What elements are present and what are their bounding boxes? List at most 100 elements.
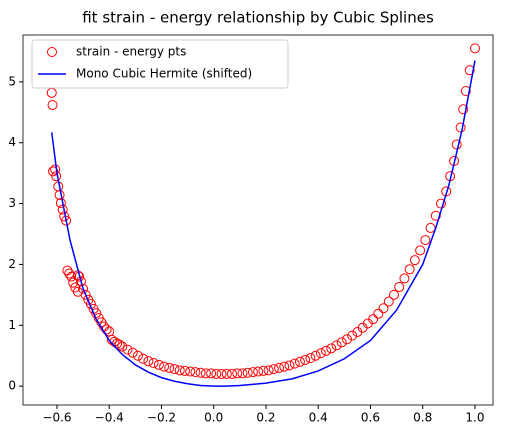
data-point	[368, 314, 379, 325]
chart-title: fit strain - energy relationship by Cubi…	[82, 9, 434, 27]
y-tick-label: 0	[8, 379, 16, 393]
data-point	[274, 362, 285, 373]
data-point	[164, 362, 175, 373]
data-point	[258, 365, 269, 376]
x-tick-label: 0.8	[413, 411, 432, 425]
data-point	[117, 341, 128, 352]
data-point	[289, 358, 300, 369]
data-point	[169, 364, 180, 375]
data-point	[211, 368, 222, 379]
data-point	[68, 277, 79, 288]
y-tick-label: 2	[8, 257, 16, 271]
data-point	[159, 361, 170, 372]
data-point	[464, 65, 475, 76]
legend-label: Mono Cubic Hermite (shifted)	[76, 67, 252, 81]
data-point	[331, 340, 342, 351]
y-tick-label: 3	[8, 196, 16, 210]
data-point	[200, 368, 211, 379]
legend-box	[31, 39, 289, 89]
data-point	[78, 283, 89, 294]
data-point	[455, 122, 466, 133]
data-point	[458, 104, 469, 115]
data-point	[451, 139, 462, 150]
x-tick-label: 0.2	[256, 411, 275, 425]
data-point	[425, 222, 436, 233]
y-tick-label: 5	[8, 74, 16, 88]
data-point	[114, 339, 125, 350]
data-point	[216, 368, 227, 379]
data-point	[253, 366, 264, 377]
data-point	[185, 366, 196, 377]
data-point	[174, 365, 185, 376]
x-tick-label: 0.4	[309, 411, 328, 425]
data-point	[138, 353, 149, 364]
data-point	[415, 245, 426, 256]
data-point	[55, 197, 66, 208]
x-tick-label: 0.6	[361, 411, 380, 425]
data-point	[232, 368, 243, 379]
data-point	[64, 268, 75, 279]
data-point	[420, 235, 431, 246]
data-point	[227, 368, 238, 379]
x-tick-label: 0.0	[204, 411, 223, 425]
data-point	[122, 344, 133, 355]
data-point	[80, 289, 91, 300]
data-point	[383, 296, 394, 307]
data-point	[310, 350, 321, 361]
data-point	[336, 337, 347, 348]
data-point	[148, 358, 159, 369]
data-point	[179, 365, 190, 376]
data-point	[221, 368, 232, 379]
data-point	[242, 367, 253, 378]
data-point	[294, 356, 305, 367]
y-tick-label: 1	[8, 318, 16, 332]
data-point	[373, 308, 384, 319]
data-point	[46, 87, 57, 98]
data-point	[321, 345, 332, 356]
data-point	[388, 289, 399, 300]
data-point	[190, 367, 201, 378]
data-point	[469, 43, 480, 54]
data-point	[347, 330, 358, 341]
data-point	[326, 343, 337, 354]
data-point	[127, 347, 138, 358]
x-tick-label: −0.2	[147, 411, 176, 425]
data-point	[284, 360, 295, 371]
data-point	[247, 367, 258, 378]
data-point	[54, 190, 65, 201]
data-point	[315, 348, 326, 359]
data-point	[143, 356, 154, 367]
data-point	[153, 359, 164, 370]
data-point	[399, 273, 410, 284]
x-tick-label: 1.0	[465, 411, 484, 425]
data-point	[305, 353, 316, 364]
data-point	[394, 281, 405, 292]
data-point	[378, 303, 389, 314]
data-point	[409, 255, 420, 266]
legend-swatch	[47, 47, 57, 57]
data-point	[268, 364, 279, 375]
y-tick-label: 4	[8, 135, 16, 149]
x-tick-label: −0.6	[42, 411, 71, 425]
data-point	[341, 334, 352, 345]
data-point	[195, 367, 206, 378]
data-point	[75, 276, 86, 287]
data-point	[48, 166, 59, 177]
legend-label: strain - energy pts	[76, 45, 186, 59]
data-point	[263, 365, 274, 376]
x-tick-label: −0.4	[95, 411, 124, 425]
data-point	[47, 99, 58, 110]
data-point	[237, 368, 248, 379]
data-point	[206, 368, 217, 379]
data-point	[460, 85, 471, 96]
plot-frame	[22, 34, 494, 406]
data-point	[436, 198, 447, 209]
data-point	[404, 264, 415, 275]
data-point	[279, 361, 290, 372]
fit-line	[50, 60, 476, 387]
data-point	[66, 271, 77, 282]
data-point	[300, 354, 311, 365]
data-point	[50, 164, 61, 175]
data-point	[132, 350, 143, 361]
